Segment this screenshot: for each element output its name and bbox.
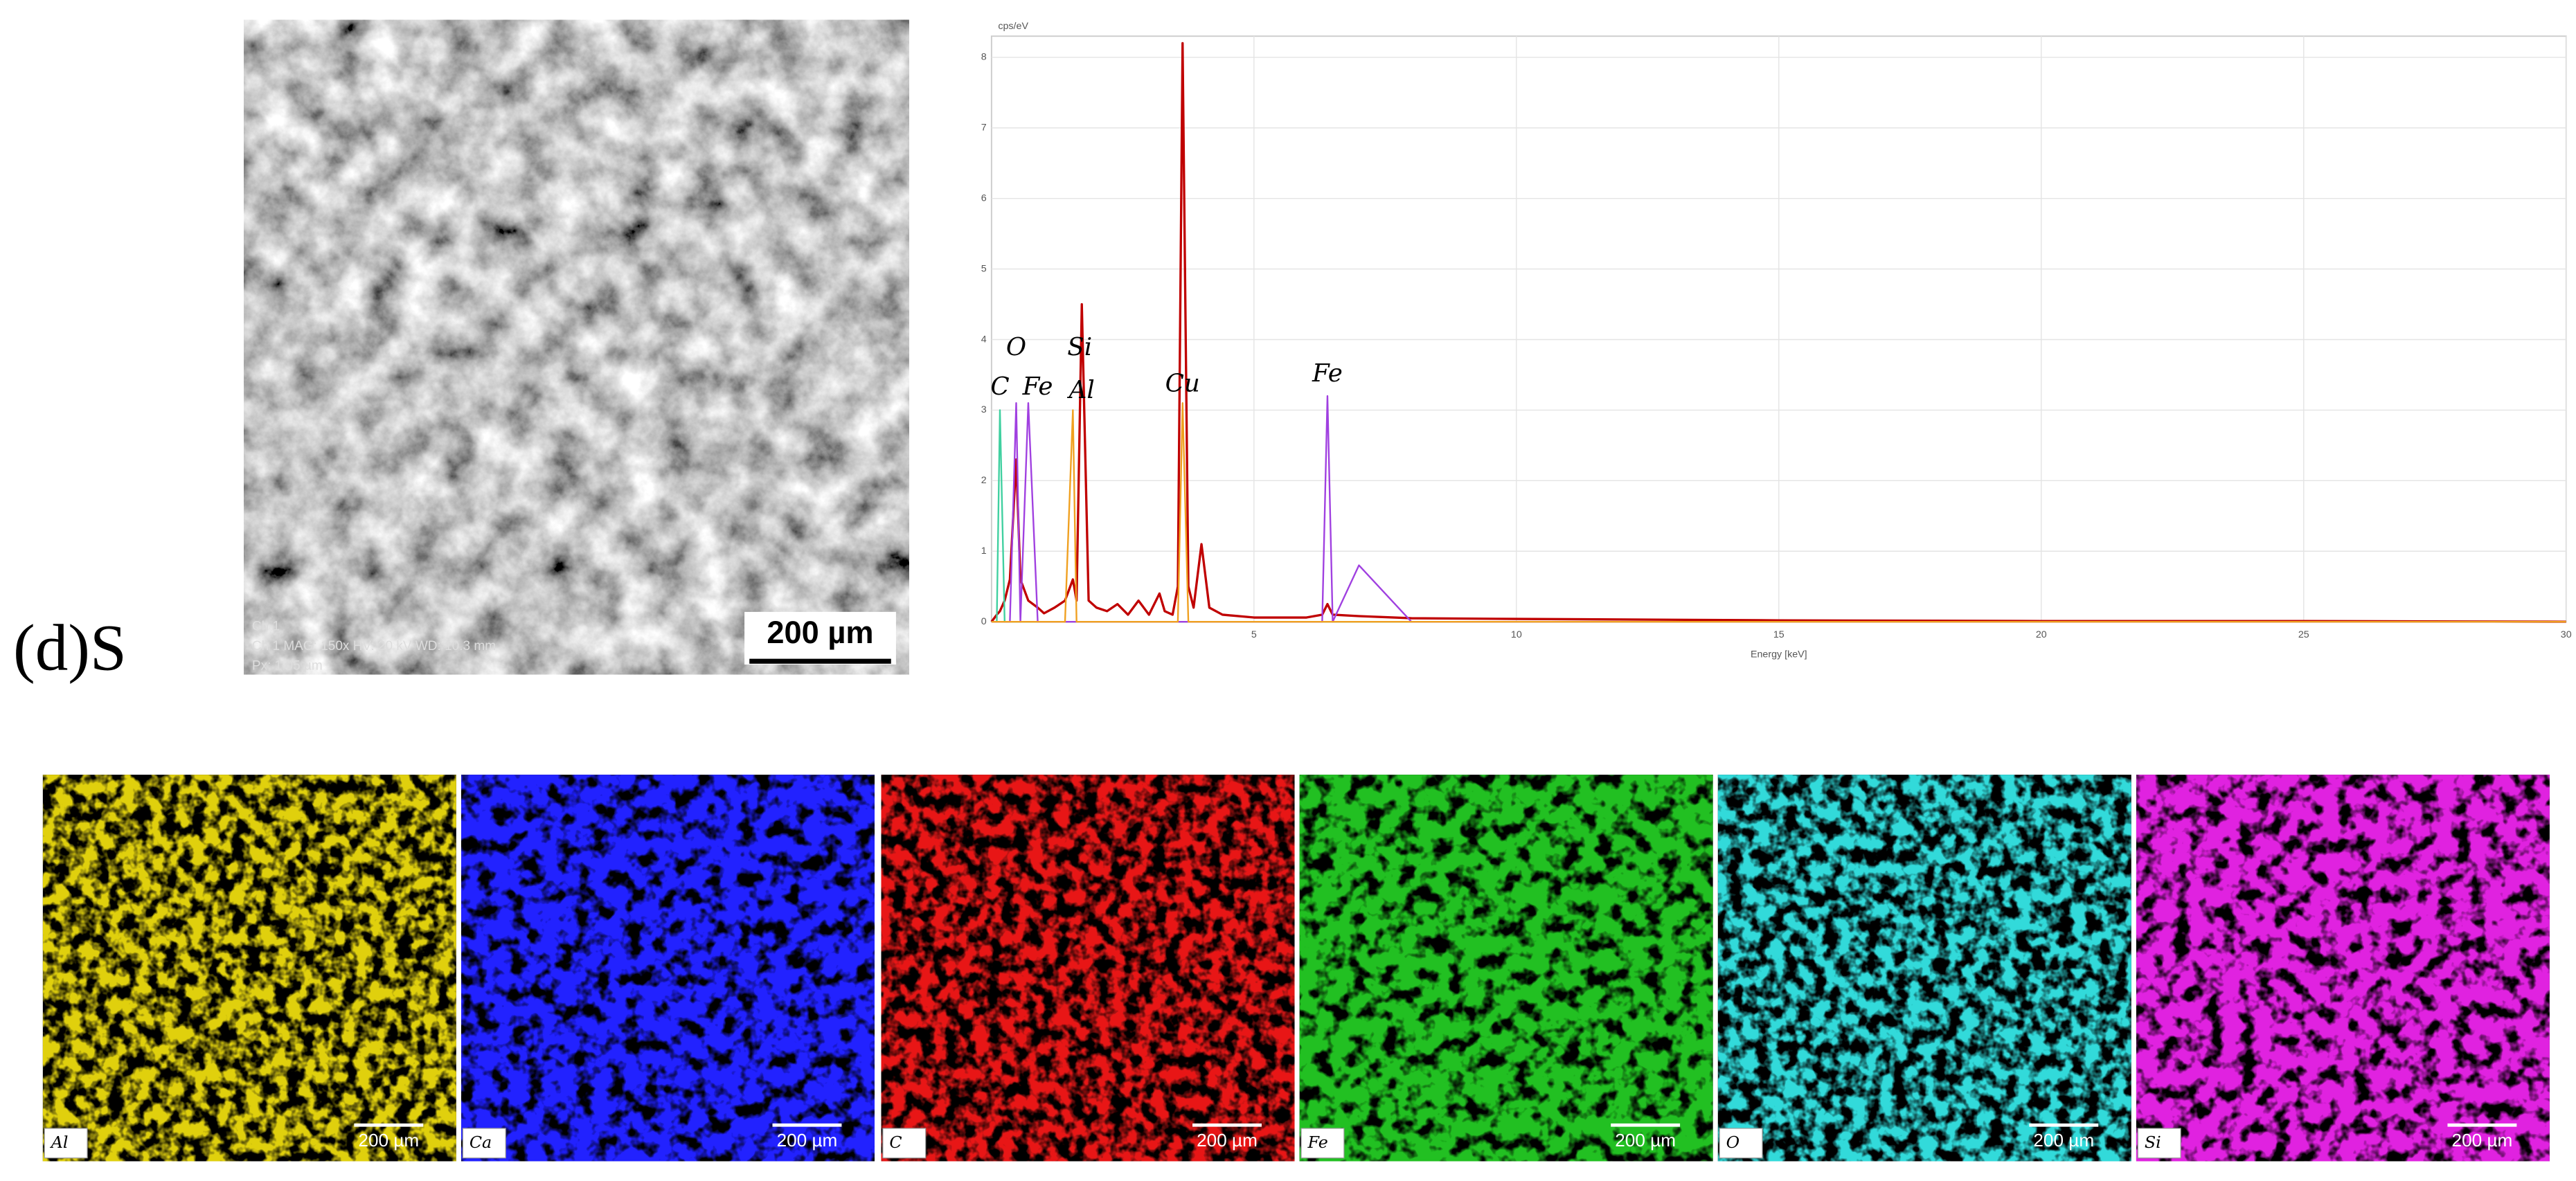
x-tick-label: 15 [1773,629,1785,640]
sem-info: Px: 1.05 µm [252,658,323,673]
x-tick-label: 20 [2036,629,2047,640]
map-scale-label: 200 µm [1615,1130,1676,1151]
map-signal [1717,775,2131,1162]
map-signal [1299,775,1713,1162]
peak-label: Fe [1022,372,1053,401]
element-tag: O [1726,1133,1739,1152]
y-tick-label: 5 [981,263,987,274]
y-tick-label: 0 [981,616,987,627]
y-tick-label: 8 [981,52,987,63]
sem-info: Ch 1 MAG: 150x HV: 20 kV WD: 10.3 mm [252,639,496,653]
map-scale-label: 200 µm [2452,1130,2513,1151]
peak-label: Al [1067,376,1095,404]
element-tag: Si [2145,1133,2161,1152]
x-tick-label: 30 [2561,629,2572,640]
spectrum-line [991,402,2566,623]
y-tick-label: 4 [981,334,987,345]
y-tick-label: 3 [981,404,987,415]
scale-box [744,611,896,665]
x-axis-label: Energy [keV] [1751,649,1807,660]
peak-label: C [990,372,1009,401]
element-tag-box [1300,1128,1345,1159]
element-tag-box [882,1128,927,1159]
element-tag-box [1719,1128,1763,1159]
spectrum-chart: cps/eV Energy [keV] 0 1 2 3 4 5 6 7 8 5 10 15 20 25 30… [981,21,2572,660]
map-scale-label: 200 µm [777,1130,838,1151]
element-tag: Fe [1307,1133,1328,1152]
map-signal [42,775,456,1162]
map-signal [2136,775,2550,1162]
panel-label: (d)S [13,611,127,685]
map-signal [460,775,875,1162]
x-tick-label: 5 [1251,629,1257,640]
peak-label: Si [1067,333,1092,361]
y-tick-label: 6 [981,192,987,204]
peak-label: Fe [1312,359,1343,388]
x-tick-label: 25 [2298,629,2309,640]
map-scale-label: 200 µm [1197,1130,1258,1151]
y-axis-label: cps/eV [998,21,1028,32]
element-maps: Al 200 µm Ca 200 µm C 200 µm Fe 200 µm O 200 µm Si… [42,775,2550,1162]
y-tick-label: 1 [981,546,987,557]
element-tag-box [44,1128,88,1159]
peak-label: O [1006,333,1026,361]
sem-texture [244,19,909,675]
sem-image: 200 µm Ch 1 Ch 1 MAG: 150x HV: 20 kV WD:… [244,19,909,675]
y-tick-label: 2 [981,475,987,486]
element-tag: Al [50,1133,69,1152]
element-tag-box [462,1128,506,1159]
map-scale-label: 200 µm [2033,1130,2094,1151]
sem-scale-label: 200 µm [767,615,873,650]
element-tag: C [889,1133,902,1152]
x-tick-label: 10 [1511,629,1522,640]
sem-info: Ch 1 [252,619,280,633]
element-tag-box [2137,1128,2181,1159]
y-tick-label: 7 [981,123,987,134]
element-tag: Ca [469,1133,492,1152]
map-scale-label: 200 µm [358,1130,419,1151]
peak-label: Cu [1165,370,1200,398]
map-signal [881,775,1295,1162]
